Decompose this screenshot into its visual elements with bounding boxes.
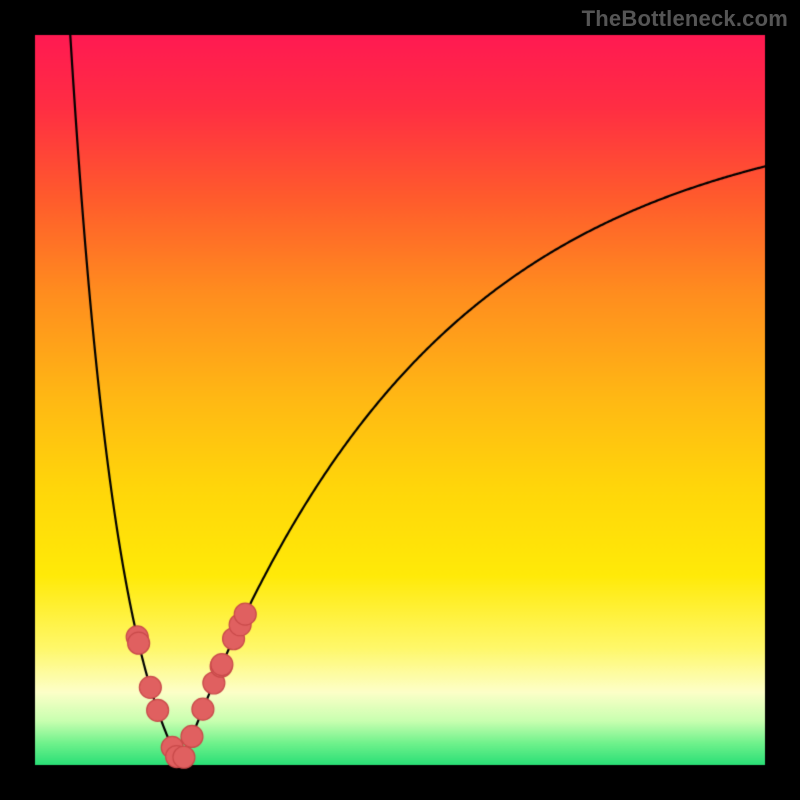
watermark-text: TheBottleneck.com xyxy=(582,6,788,32)
figure-root: TheBottleneck.com xyxy=(0,0,800,800)
bottleneck-chart xyxy=(0,0,800,800)
